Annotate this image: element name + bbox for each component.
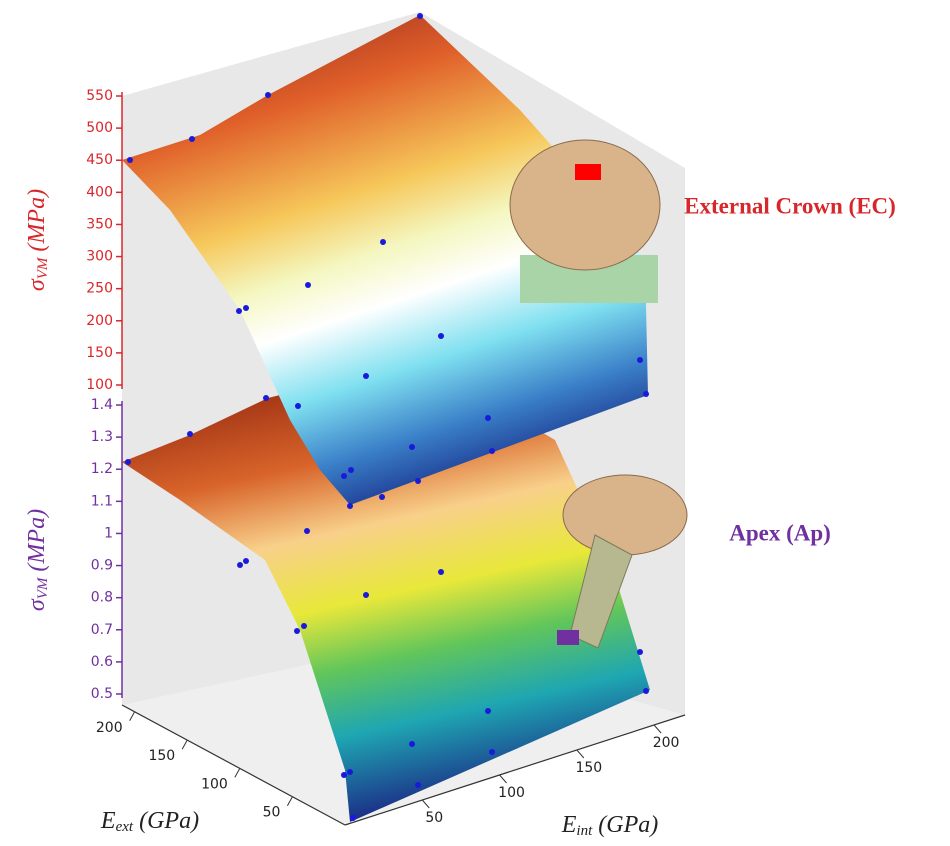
y-tick-label: 1.4	[91, 397, 113, 413]
z-tick-label: 200	[653, 735, 680, 751]
y-tick-label: 0.8	[91, 590, 113, 606]
y-tick-label: 1.1	[91, 493, 113, 509]
y-tick-label: 0.5	[91, 686, 113, 702]
z-tick	[654, 725, 661, 733]
z-tick	[577, 750, 584, 758]
label-unit: (GPa)	[133, 808, 199, 834]
z-tick-label: 50	[425, 810, 443, 826]
z-tick-label: 150	[575, 760, 602, 776]
x-tick	[235, 768, 240, 777]
y-tick-label: 250	[86, 281, 113, 297]
y-tick-label: 500	[86, 120, 113, 136]
crown-marker	[575, 164, 601, 180]
y-tick-label: 1.2	[91, 461, 113, 477]
label-unit: (MPa)	[24, 189, 50, 258]
y-tick-label: 450	[86, 152, 113, 168]
annotation: External Crown (EC)	[684, 193, 896, 218]
annotation: Apex (Ap)	[729, 520, 831, 545]
z-tick	[500, 775, 507, 783]
x-tick-label: 200	[96, 720, 123, 736]
x-tick-label: 50	[263, 805, 281, 821]
chart: 100150200250300350400450500550σVM (MPa)E…	[0, 0, 950, 846]
z-tick	[422, 800, 429, 808]
y-axis-label: σVM (MPa)	[24, 509, 52, 611]
label-symbol: E	[100, 808, 116, 834]
crown-shape	[510, 140, 660, 270]
apex-marker	[557, 630, 579, 645]
crown-shape	[563, 475, 687, 555]
y-tick-label: 150	[86, 345, 113, 361]
y-tick-label: 1	[104, 525, 113, 541]
y-tick-label: 0.6	[91, 654, 113, 670]
crown-model	[510, 140, 660, 303]
label-unit: (MPa)	[24, 509, 50, 578]
x-tick	[182, 740, 187, 749]
y-tick-label: 200	[86, 313, 113, 329]
y-tick-label: 1.3	[91, 429, 113, 445]
z-axis-label: Eint (GPa)	[561, 812, 659, 840]
y-tick-label: 350	[86, 216, 113, 232]
y-tick-label: 100	[86, 377, 113, 393]
label-subscript: int	[576, 823, 593, 839]
x-tick-label: 150	[148, 748, 175, 764]
x-tick	[130, 712, 135, 721]
label-subscript: ext	[116, 819, 134, 835]
y-tick-label: 300	[86, 249, 113, 265]
x-tick-label: 100	[201, 776, 228, 792]
x-tick	[287, 797, 292, 806]
label-subscript: VM	[35, 256, 51, 279]
y-tick-label: 0.9	[91, 558, 113, 574]
y-tick-label: 0.7	[91, 622, 113, 638]
z-tick-label: 100	[498, 785, 525, 801]
y-axis-label: σVM (MPa)	[24, 189, 52, 291]
y-tick-label: 400	[86, 184, 113, 200]
label-unit: (GPa)	[592, 812, 658, 838]
label-symbol: E	[561, 812, 577, 838]
label-subscript: VM	[35, 576, 51, 599]
x-axis-label: Eext (GPa)	[100, 808, 199, 836]
y-tick-label: 550	[86, 88, 113, 104]
